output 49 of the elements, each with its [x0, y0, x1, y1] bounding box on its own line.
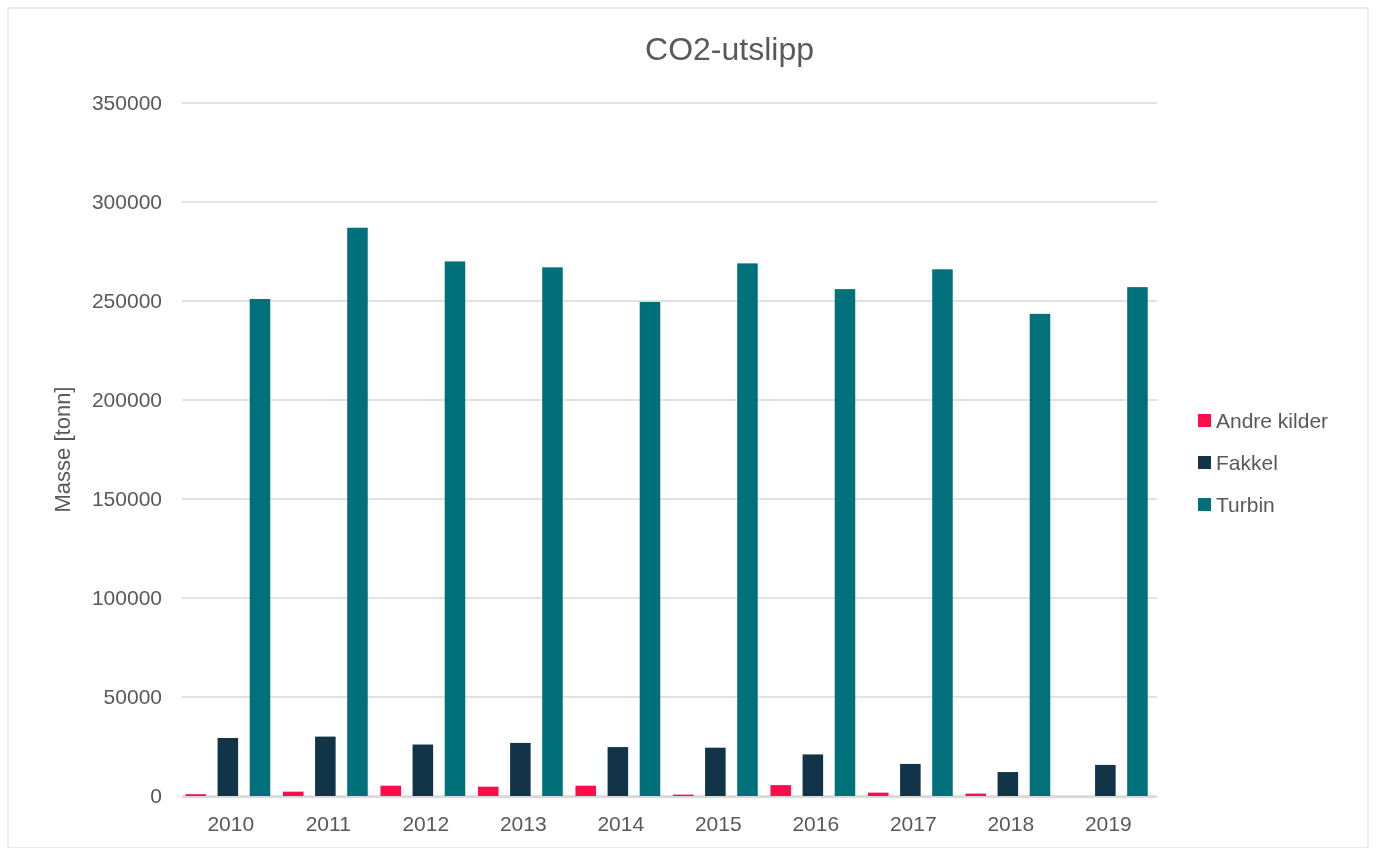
- bar: [900, 763, 921, 796]
- bar: [802, 754, 824, 796]
- legend-label: Turbin: [1216, 493, 1275, 517]
- x-tick-label: 2019: [1084, 812, 1132, 835]
- x-tick-label: 2014: [597, 812, 645, 835]
- x-tick-label: 2012: [402, 812, 450, 835]
- bar: [542, 267, 563, 796]
- bar: [217, 737, 239, 796]
- bar: [315, 736, 336, 796]
- y-tick-label: 100000: [91, 586, 162, 610]
- legend-label: Fakkel: [1216, 451, 1278, 475]
- bar: [477, 786, 499, 796]
- x-tick-label: 2011: [305, 812, 351, 835]
- bar: [1095, 764, 1116, 796]
- bar: [639, 301, 661, 796]
- bar: [575, 785, 596, 796]
- bar: [834, 289, 856, 796]
- x-tick-label: 2010: [207, 812, 255, 835]
- bar: [867, 792, 889, 796]
- bar: [444, 261, 466, 796]
- bar: [347, 227, 368, 796]
- bar: [770, 785, 791, 796]
- bar: [282, 791, 304, 796]
- bar: [380, 785, 401, 796]
- bar: [412, 744, 434, 796]
- x-tick-label: 2018: [987, 812, 1035, 835]
- y-tick-label: 350000: [91, 91, 162, 115]
- bar: [249, 299, 271, 796]
- bar: [1029, 313, 1051, 796]
- y-tick-label: 300000: [91, 190, 162, 214]
- y-tick-label: 0: [150, 784, 162, 808]
- y-tick-label: 50000: [103, 685, 162, 709]
- bar: [510, 742, 531, 796]
- bar: [932, 269, 953, 796]
- bar: [705, 747, 726, 796]
- y-tick-label: 200000: [91, 388, 162, 412]
- legend-label: Andre kilder: [1216, 409, 1329, 433]
- x-tick-label: 2013: [499, 812, 547, 835]
- bar: [737, 263, 758, 796]
- x-tick-label: 2016: [792, 812, 840, 835]
- bar: [607, 747, 629, 796]
- bar: [997, 772, 1019, 796]
- y-tick-label: 250000: [91, 289, 162, 313]
- y-axis-title: Masse [tonn]: [50, 386, 75, 513]
- x-tick-label: 2015: [694, 812, 742, 835]
- chart-title: CO2-utslipp: [645, 31, 814, 67]
- x-tick-label: 2017: [889, 812, 937, 835]
- bar: [1127, 287, 1148, 796]
- y-tick-label: 150000: [91, 487, 162, 511]
